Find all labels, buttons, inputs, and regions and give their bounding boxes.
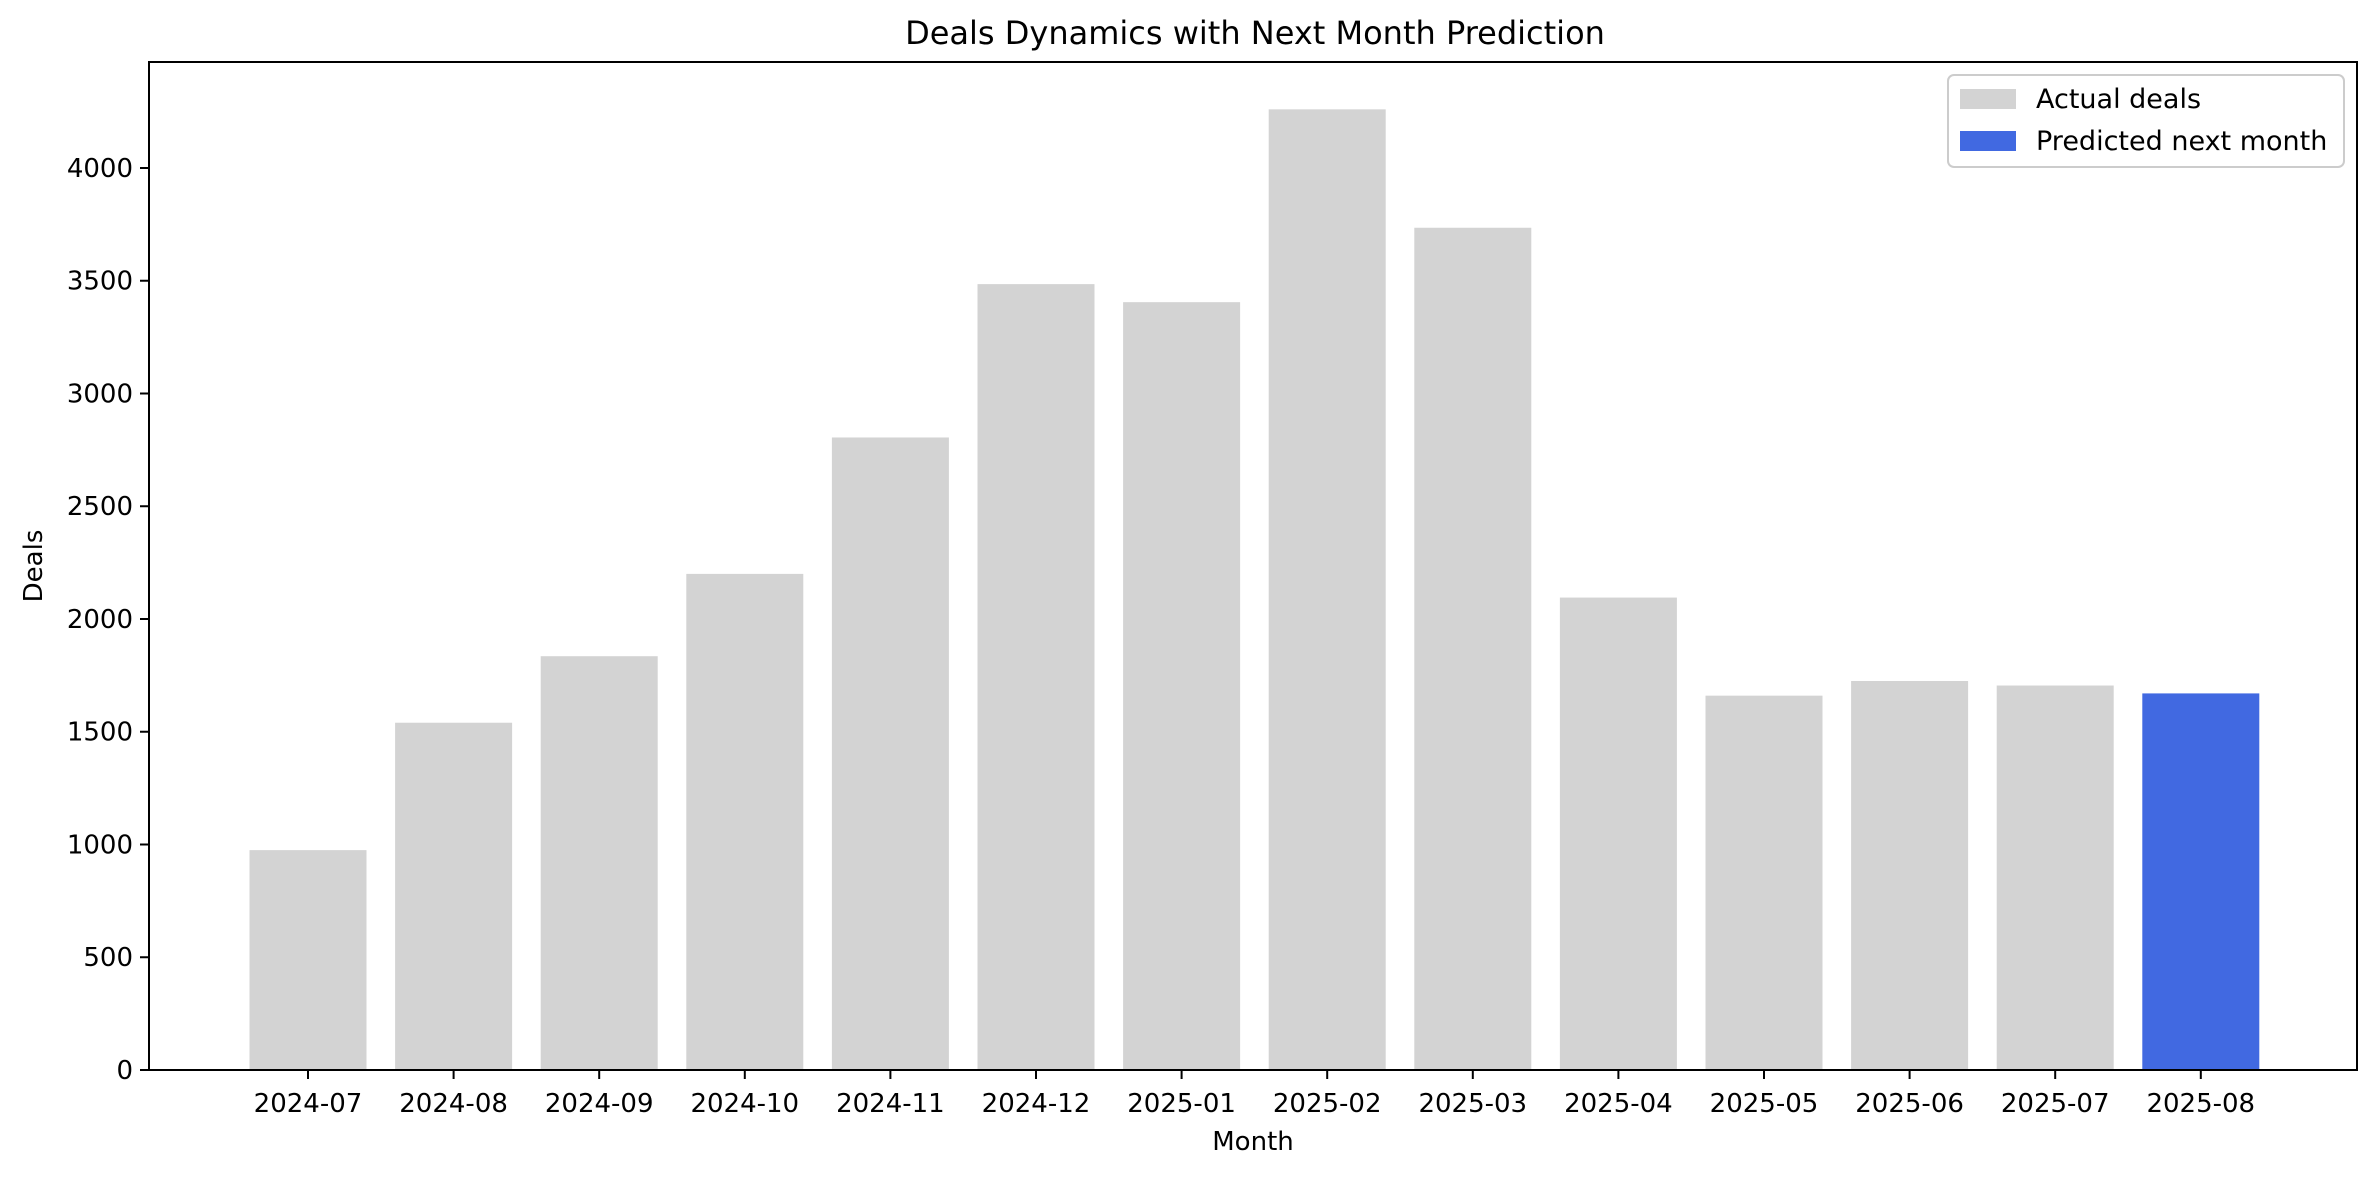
x-tick-label: 2025-01 (1127, 1089, 1236, 1119)
y-axis: 0 500 1000 1500 2000 2500 3000 3500 4000 (67, 154, 149, 1086)
bar-2024-07 (249, 850, 367, 1070)
x-tick-label: 2024-10 (690, 1089, 799, 1119)
x-tick-label: 2024-11 (836, 1089, 945, 1119)
x-tick-label: 2025-06 (1855, 1089, 1964, 1119)
y-axis-label: Deals (19, 530, 49, 603)
bar-2025-06 (1851, 681, 1969, 1070)
legend-label: Predicted next month (2036, 126, 2327, 157)
bar-2025-03 (1414, 227, 1532, 1070)
chart-title: Deals Dynamics with Next Month Predictio… (905, 14, 1605, 52)
y-tick-label: 1000 (67, 830, 133, 860)
bar-2024-08 (395, 722, 513, 1070)
y-tick-label: 2500 (67, 492, 133, 522)
x-axis: 2024-07 2024-08 2024-09 2024-10 2024-11 2024-… (254, 1070, 2255, 1119)
bar-2024-11 (831, 437, 949, 1070)
bars-group (249, 109, 2260, 1070)
legend-box (1947, 74, 2345, 168)
bar-2024-10 (686, 573, 804, 1070)
x-tick-label: 2025-02 (1273, 1089, 1382, 1119)
bar-2024-12 (977, 284, 1095, 1070)
x-tick-label: 2025-04 (1564, 1089, 1673, 1119)
y-tick-label: 4000 (67, 154, 133, 184)
y-tick-label: 1500 (67, 718, 133, 748)
y-tick-label: 2000 (67, 605, 133, 635)
x-axis-label: Month (1212, 1127, 1294, 1157)
y-tick-label: 500 (83, 943, 133, 973)
bar-2025-08 (2142, 693, 2260, 1070)
x-tick-label: 2025-07 (2001, 1089, 2110, 1119)
x-tick-label: 2024-08 (399, 1089, 508, 1119)
legend-label: Actual deals (2036, 84, 2201, 115)
x-tick-label: 2024-12 (982, 1089, 1091, 1119)
legend: Actual deals Predicted next month (1947, 74, 2345, 168)
legend-swatch (1960, 131, 2016, 151)
x-tick-label: 2024-07 (254, 1089, 363, 1119)
x-tick-label: 2025-08 (2146, 1089, 2255, 1119)
bar-2025-04 (1559, 597, 1677, 1070)
x-tick-label: 2024-09 (545, 1089, 654, 1119)
y-tick-label: 3000 (67, 379, 133, 409)
plot-frame (148, 61, 2358, 1071)
bar-2024-09 (540, 656, 658, 1070)
bar-2025-07 (1996, 685, 2114, 1070)
x-tick-label: 2025-05 (1710, 1089, 1819, 1119)
bar-2025-05 (1705, 695, 1823, 1070)
y-tick-label: 3500 (67, 267, 133, 297)
bar-2025-01 (1123, 302, 1241, 1070)
y-tick-label: 0 (116, 1056, 133, 1086)
bar-2025-02 (1268, 109, 1386, 1070)
legend-swatch (1960, 89, 2016, 109)
x-tick-label: 2025-03 (1418, 1089, 1527, 1119)
